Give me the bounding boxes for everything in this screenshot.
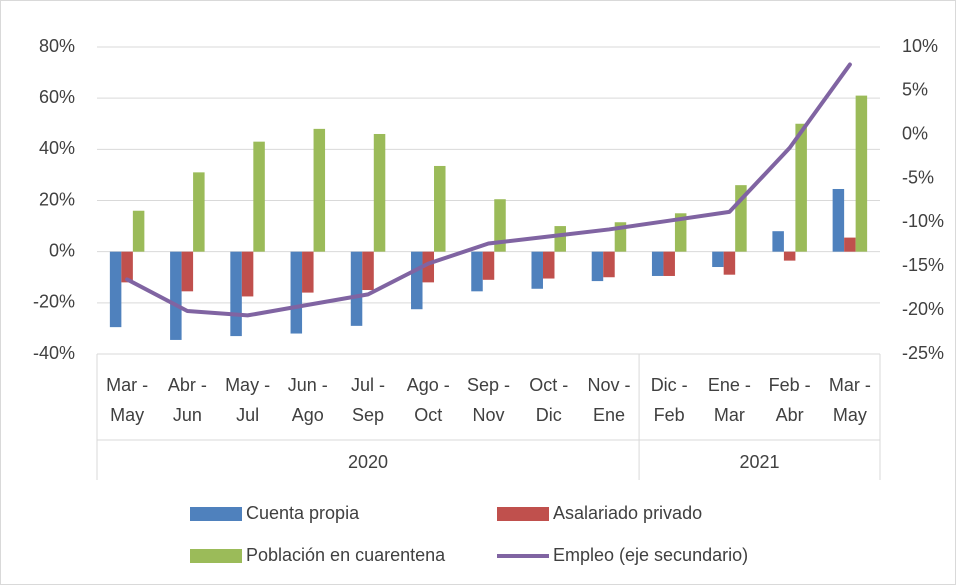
x-tick-label: Oct xyxy=(414,405,442,425)
bar xyxy=(614,222,627,252)
bar xyxy=(603,251,615,278)
x-tick-label: Mar xyxy=(714,405,745,425)
x-tick-label: Nov xyxy=(472,405,504,425)
bar xyxy=(651,251,664,276)
bar xyxy=(735,185,747,252)
y-tick-label: 80% xyxy=(39,36,75,56)
y-tick-label: 60% xyxy=(39,87,75,107)
y-tick-label: -20% xyxy=(33,292,75,312)
x-tick-label: Nov - xyxy=(587,375,630,395)
y2-tick-label: 0% xyxy=(902,123,928,143)
bar xyxy=(531,251,543,289)
bar xyxy=(373,133,386,252)
bar xyxy=(411,251,423,310)
bar xyxy=(723,251,736,275)
bar xyxy=(471,251,483,292)
line xyxy=(125,62,852,318)
bar xyxy=(855,95,868,252)
x-tick-label: Mar - xyxy=(106,375,148,395)
bar xyxy=(121,251,133,283)
bar xyxy=(290,251,303,334)
bar xyxy=(663,251,675,276)
legend-label: Empleo (eje secundario) xyxy=(553,545,748,565)
bar xyxy=(193,172,205,252)
bar xyxy=(350,251,363,326)
x-tick-label: Feb - xyxy=(769,375,811,395)
bar xyxy=(181,251,194,292)
x-tick-label: Abr - xyxy=(168,375,207,395)
x-tick-label: Ene - xyxy=(708,375,751,395)
bar xyxy=(591,251,604,282)
y2-tick-label: 10% xyxy=(902,36,938,56)
x-tick-label: Abr xyxy=(776,405,804,425)
y-tick-label: -40% xyxy=(33,343,75,363)
bar xyxy=(241,251,254,297)
group-label: 2020 xyxy=(348,452,388,472)
bar xyxy=(832,188,845,252)
y2-tick-label: 5% xyxy=(902,80,928,100)
legend-swatch xyxy=(190,507,242,521)
bar xyxy=(230,251,242,337)
y2-tick-label: -15% xyxy=(902,255,944,275)
x-tick-label: Jun - xyxy=(288,375,328,395)
bar xyxy=(772,231,784,252)
bar xyxy=(844,237,856,252)
bar xyxy=(313,128,326,252)
y-tick-label: 0% xyxy=(49,240,75,260)
x-tick-label: Sep - xyxy=(467,375,510,395)
bar xyxy=(554,226,566,252)
y-tick-label: 20% xyxy=(39,189,75,209)
x-tick-label: Dic xyxy=(536,405,562,425)
x-tick-label: Jun xyxy=(173,405,202,425)
x-tick-label: May xyxy=(110,405,144,425)
bar xyxy=(674,213,687,252)
legend-swatch xyxy=(497,507,549,521)
bar xyxy=(712,251,724,268)
legend-label: Población en cuarentena xyxy=(246,545,446,565)
bar xyxy=(170,251,182,340)
bar xyxy=(132,210,145,252)
bar xyxy=(494,199,506,252)
y2-tick-label: -25% xyxy=(902,343,944,363)
bar xyxy=(362,251,374,291)
x-tick-label: Dic - xyxy=(651,375,688,395)
x-tick-label: Jul xyxy=(236,405,259,425)
bar xyxy=(482,251,495,280)
bar xyxy=(109,251,122,328)
x-tick-label: Ago xyxy=(292,405,324,425)
x-tick-label: May - xyxy=(225,375,270,395)
bar xyxy=(253,141,265,252)
x-tick-label: Ago - xyxy=(407,375,450,395)
x-tick-label: Mar - xyxy=(829,375,871,395)
bar xyxy=(422,251,435,283)
y-tick-label: 40% xyxy=(39,138,75,158)
legend-label: Cuenta propia xyxy=(246,503,360,523)
bar xyxy=(434,165,446,252)
bar xyxy=(795,123,807,252)
legend-label: Asalariado privado xyxy=(553,503,702,523)
bar xyxy=(783,251,796,261)
y2-tick-label: -20% xyxy=(902,299,944,319)
x-tick-label: Oct - xyxy=(529,375,568,395)
x-tick-label: Ene xyxy=(593,405,625,425)
bar xyxy=(542,251,555,279)
x-tick-label: May xyxy=(833,405,867,425)
y2-tick-label: -5% xyxy=(902,167,934,187)
group-label: 2021 xyxy=(740,452,780,472)
x-tick-label: Sep xyxy=(352,405,384,425)
bar xyxy=(302,251,314,293)
x-tick-label: Feb xyxy=(654,405,685,425)
legend-swatch xyxy=(190,549,242,563)
x-tick-label: Jul - xyxy=(351,375,385,395)
y2-tick-label: -10% xyxy=(902,211,944,231)
